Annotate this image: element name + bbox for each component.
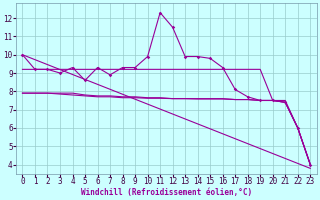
X-axis label: Windchill (Refroidissement éolien,°C): Windchill (Refroidissement éolien,°C) <box>81 188 252 197</box>
